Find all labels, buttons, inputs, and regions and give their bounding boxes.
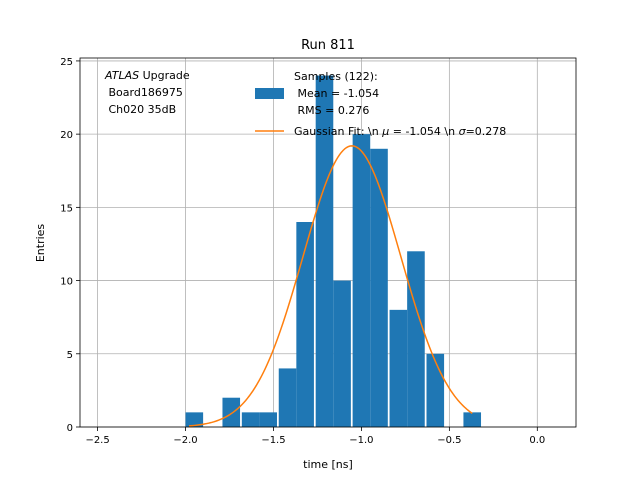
x-tick-label: 0.0 bbox=[529, 435, 545, 446]
y-tick-label: 10 bbox=[60, 277, 73, 288]
histogram-bar bbox=[426, 353, 445, 427]
x-tick-label: −2.0 bbox=[173, 435, 197, 446]
legend-hist-line-1: Samples (122): bbox=[294, 70, 378, 83]
annotation-line-2: Board186975 bbox=[105, 86, 183, 99]
histogram-bars bbox=[185, 75, 482, 428]
legend-hist-swatch bbox=[255, 88, 284, 99]
histogram-bar bbox=[389, 309, 408, 427]
x-tick-label: −2.5 bbox=[85, 435, 109, 446]
histogram-bar bbox=[296, 222, 314, 427]
legend-hist-line-3: RMS = 0.276 bbox=[294, 104, 369, 117]
histogram-bar bbox=[315, 75, 334, 428]
y-tick-label: 20 bbox=[60, 130, 73, 141]
histogram-bar bbox=[463, 412, 482, 427]
annotation-line-1: ATLAS Upgrade bbox=[104, 69, 190, 82]
plot-frame bbox=[79, 57, 577, 428]
x-tick-label: −0.5 bbox=[437, 435, 461, 446]
chart-title: Run 811 bbox=[301, 38, 355, 53]
histogram-bar bbox=[407, 251, 425, 427]
histogram-bar bbox=[370, 148, 388, 428]
axis-ticks: −2.5 −2.0 −1.5 −1.0 −0.5 0.0 0 5 10 15 20 25 bbox=[60, 57, 545, 446]
histogram-bar bbox=[241, 412, 260, 427]
legend-fit-label: Gaussian Fit: \n μ = -1.054 \n σ=0.278 bbox=[294, 125, 506, 138]
histogram-bar bbox=[278, 368, 297, 427]
histogram-bar bbox=[185, 412, 204, 427]
x-tick-label: −1.5 bbox=[261, 435, 285, 446]
y-tick-label: 0 bbox=[67, 423, 73, 434]
legend: Samples (122): Mean = -1.054 RMS = 0.276… bbox=[255, 70, 506, 138]
y-axis-label: Entries bbox=[34, 224, 47, 263]
histogram-bar bbox=[222, 397, 241, 427]
atlas-annotation: ATLAS Upgrade Board186975 Ch020 35dB bbox=[104, 69, 190, 116]
y-tick-label: 5 bbox=[67, 350, 73, 361]
y-tick-label: 15 bbox=[60, 203, 73, 214]
gaussian-fit-line bbox=[188, 145, 473, 427]
gaussian-fit bbox=[188, 145, 473, 427]
histogram-bar bbox=[352, 134, 371, 427]
histogram-bar bbox=[333, 280, 351, 427]
y-tick-label: 25 bbox=[60, 57, 73, 68]
annotation-line-3: Ch020 35dB bbox=[105, 103, 176, 116]
histogram-bar bbox=[259, 412, 277, 427]
x-axis-label: time [ns] bbox=[303, 458, 353, 471]
legend-hist-line-2: Mean = -1.054 bbox=[294, 87, 379, 100]
x-tick-label: −1.0 bbox=[349, 435, 373, 446]
